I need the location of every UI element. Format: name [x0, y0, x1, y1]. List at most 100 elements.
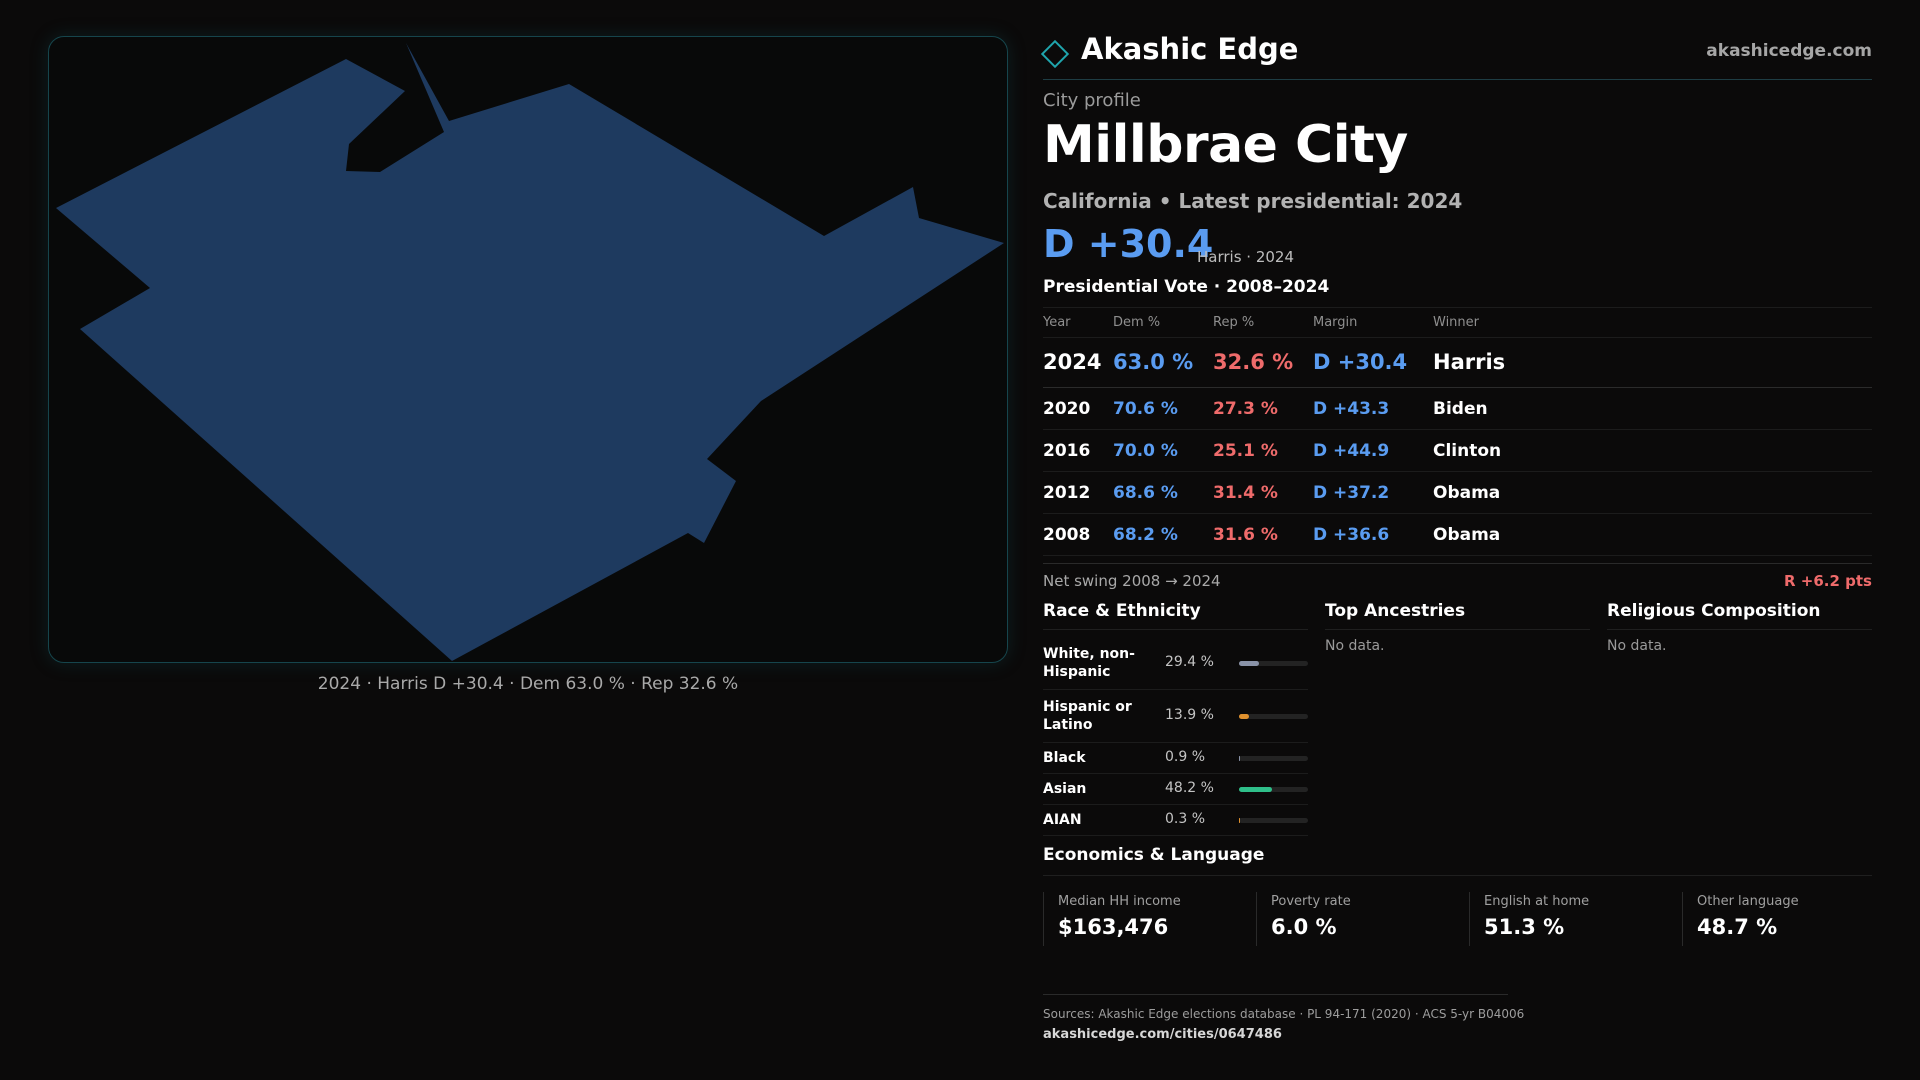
- header-dem: Dem %: [1113, 315, 1161, 330]
- cell-winner: Biden: [1433, 399, 1488, 419]
- footer-url-link[interactable]: akashicedge.com/cities/0647486: [1043, 1027, 1282, 1042]
- race-bar-fill: [1239, 714, 1249, 719]
- race-percent: 48.2 %: [1165, 780, 1214, 796]
- religion-section-title: Religious Composition: [1607, 601, 1872, 630]
- religion-section: Religious Composition No data.: [1607, 601, 1872, 654]
- race-label: Black: [1043, 750, 1086, 766]
- ancestries-section: Top Ancestries No data.: [1325, 601, 1590, 654]
- brand-name[interactable]: Akashic Edge: [1081, 32, 1299, 66]
- brand-header: Akashic Edge akashicedge.com: [1040, 32, 1872, 80]
- stat-label: Poverty rate: [1271, 894, 1351, 909]
- footer-sources: Sources: Akashic Edge elections database…: [1043, 1007, 1525, 1021]
- table-row: 2012 68.6 % 31.4 % D +37.2 Obama: [1043, 472, 1872, 514]
- race-row: Black 0.9 %: [1043, 743, 1308, 774]
- race-bar: [1239, 756, 1308, 761]
- cell-margin: D +37.2: [1313, 483, 1390, 503]
- header-year: Year: [1043, 315, 1071, 330]
- cell-rep: 25.1 %: [1213, 441, 1278, 461]
- diamond-logo-icon: [1040, 39, 1070, 69]
- race-row: Asian 48.2 %: [1043, 774, 1308, 805]
- stat-card-english-at-home: English at home 51.3 %: [1469, 892, 1669, 946]
- race-bar: [1239, 818, 1308, 823]
- race-ethnicity-section: Race & Ethnicity White, non-Hispanic 29.…: [1043, 601, 1308, 836]
- stat-label: English at home: [1484, 894, 1590, 909]
- vote-table: Year Dem % Rep % Margin Winner 2024 63.0…: [1043, 307, 1872, 556]
- cell-dem: 70.6 %: [1113, 399, 1178, 419]
- vote-section-title: Presidential Vote · 2008–2024: [1043, 277, 1330, 297]
- cell-rep: 32.6 %: [1213, 350, 1294, 374]
- race-bar: [1239, 787, 1308, 792]
- table-row: 2024 63.0 % 32.6 % D +30.4 Harris: [1043, 338, 1872, 388]
- cell-winner: Obama: [1433, 525, 1501, 545]
- table-row: 2008 68.2 % 31.6 % D +36.6 Obama: [1043, 514, 1872, 556]
- stat-card-other-language: Other language 48.7 %: [1682, 892, 1872, 946]
- headline-margin: D +30.4: [1043, 222, 1214, 266]
- stat-label: Other language: [1697, 894, 1799, 909]
- cell-margin: D +44.9: [1313, 441, 1390, 461]
- race-section-title: Race & Ethnicity: [1043, 601, 1308, 630]
- race-percent: 13.9 %: [1165, 707, 1214, 723]
- cell-rep: 31.6 %: [1213, 525, 1278, 545]
- map-caption: 2024 · Harris D +30.4 · Dem 63.0 % · Rep…: [317, 674, 739, 694]
- stat-label: Median HH income: [1058, 894, 1181, 909]
- race-label: Asian: [1043, 781, 1087, 797]
- stat-value: 51.3 %: [1484, 915, 1565, 939]
- headline-margin-note: Harris · 2024: [1197, 248, 1295, 266]
- stat-card-poverty-rate: Poverty rate 6.0 %: [1256, 892, 1456, 946]
- net-swing-label: Net swing 2008 → 2024: [1043, 572, 1221, 590]
- page-subtitle: California • Latest presidential: 2024: [1043, 189, 1463, 213]
- cell-rep: 27.3 %: [1213, 399, 1278, 419]
- page-footer: Sources: Akashic Edge elections database…: [1043, 994, 1525, 1042]
- race-bar-fill: [1239, 787, 1273, 792]
- ancestries-empty-text: No data.: [1325, 638, 1385, 654]
- cell-dem: 68.6 %: [1113, 483, 1178, 503]
- city-map-panel[interactable]: [48, 36, 1008, 663]
- cell-dem: 68.2 %: [1113, 525, 1178, 545]
- table-row: 2020 70.6 % 27.3 % D +43.3 Biden: [1043, 388, 1872, 430]
- race-row: AIAN 0.3 %: [1043, 805, 1308, 836]
- race-percent: 0.3 %: [1165, 811, 1206, 827]
- religion-empty-text: No data.: [1607, 638, 1667, 654]
- stat-card-median-income: Median HH income $163,476: [1043, 892, 1243, 946]
- cell-year: 2024: [1043, 350, 1102, 374]
- table-row: 2016 70.0 % 25.1 % D +44.9 Clinton: [1043, 430, 1872, 472]
- cell-margin: D +43.3: [1313, 399, 1390, 419]
- city-boundary-shape: [56, 43, 1004, 661]
- stat-value: 6.0 %: [1271, 915, 1337, 939]
- net-swing-row: Net swing 2008 → 2024 R +6.2 pts: [1043, 563, 1872, 595]
- stat-value: $163,476: [1058, 915, 1169, 939]
- cell-winner: Harris: [1433, 350, 1506, 374]
- cell-rep: 31.4 %: [1213, 483, 1278, 503]
- stat-value: 48.7 %: [1697, 915, 1778, 939]
- cell-dem: 70.0 %: [1113, 441, 1178, 461]
- cell-dem: 63.0 %: [1113, 350, 1194, 374]
- ancestries-section-title: Top Ancestries: [1325, 601, 1590, 630]
- race-bar-fill: [1239, 818, 1241, 823]
- race-bar: [1239, 714, 1308, 719]
- race-percent: 0.9 %: [1165, 749, 1206, 765]
- brand-url-link[interactable]: akashicedge.com: [1706, 41, 1872, 61]
- cell-winner: Obama: [1433, 483, 1501, 503]
- header-rep: Rep %: [1213, 315, 1255, 330]
- cell-margin: D +36.6: [1313, 525, 1390, 545]
- header-winner: Winner: [1433, 315, 1480, 330]
- net-swing-value: R +6.2 pts: [1784, 572, 1872, 590]
- race-row: Hispanic or Latino 13.9 %: [1043, 690, 1308, 743]
- header-margin: Margin: [1313, 315, 1358, 330]
- cell-margin: D +30.4: [1313, 350, 1408, 374]
- cell-year: 2008: [1043, 525, 1091, 545]
- race-label: AIAN: [1043, 812, 1082, 828]
- race-row: White, non-Hispanic 29.4 %: [1043, 637, 1308, 690]
- page-title: Millbrae City: [1043, 115, 1408, 175]
- economics-section-title: Economics & Language: [1043, 845, 1872, 876]
- city-boundary-map: [56, 43, 1004, 661]
- cell-winner: Clinton: [1433, 441, 1502, 461]
- profile-panel: Akashic Edge akashicedge.com City profil…: [1040, 0, 1872, 1080]
- cell-year: 2020: [1043, 399, 1091, 419]
- race-bar-fill: [1239, 756, 1241, 761]
- race-label: White, non-Hispanic: [1043, 646, 1135, 680]
- page-kicker: City profile: [1043, 90, 1141, 111]
- race-percent: 29.4 %: [1165, 654, 1214, 670]
- race-bar-fill: [1239, 661, 1260, 666]
- cell-year: 2012: [1043, 483, 1091, 503]
